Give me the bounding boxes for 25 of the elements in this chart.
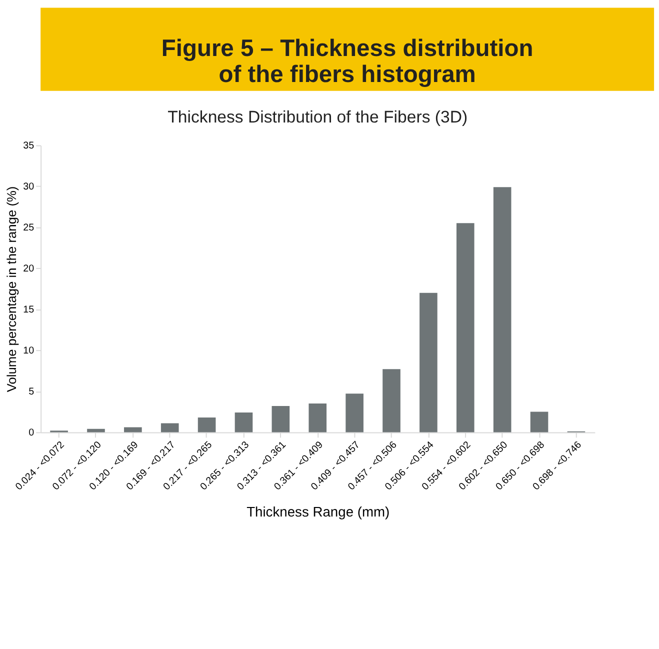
x-axis-title: Thickness Range (mm) [246,504,390,520]
bar [124,427,142,432]
y-tick-label: 5 [28,386,35,398]
chart-title: Figure 5 – Thickness distribution of the fibers histogram [161,36,534,88]
bar [87,428,105,432]
y-tick-label: 15 [23,304,35,316]
bar [198,417,216,432]
chart-subtitle: Thickness Distribution of the Fibers (3D) [168,108,468,126]
y-tick-label: 0 [28,428,35,439]
bar [160,423,179,432]
y-tick-label: 25 [23,222,35,234]
bar [234,412,253,432]
y-tick-label: 10 [23,346,35,357]
bar [272,406,290,432]
bar [530,412,548,432]
bar [420,292,438,432]
bar [456,223,474,432]
y-tick-label: 20 [23,264,35,275]
bar [493,187,512,432]
bar [382,369,400,432]
y-tick-label: 30 [23,182,35,193]
y-axis-title: Volume percentage in the range (%) [4,186,20,392]
bar [308,404,327,432]
y-tick-label: 35 [23,140,35,152]
bar [346,394,364,432]
